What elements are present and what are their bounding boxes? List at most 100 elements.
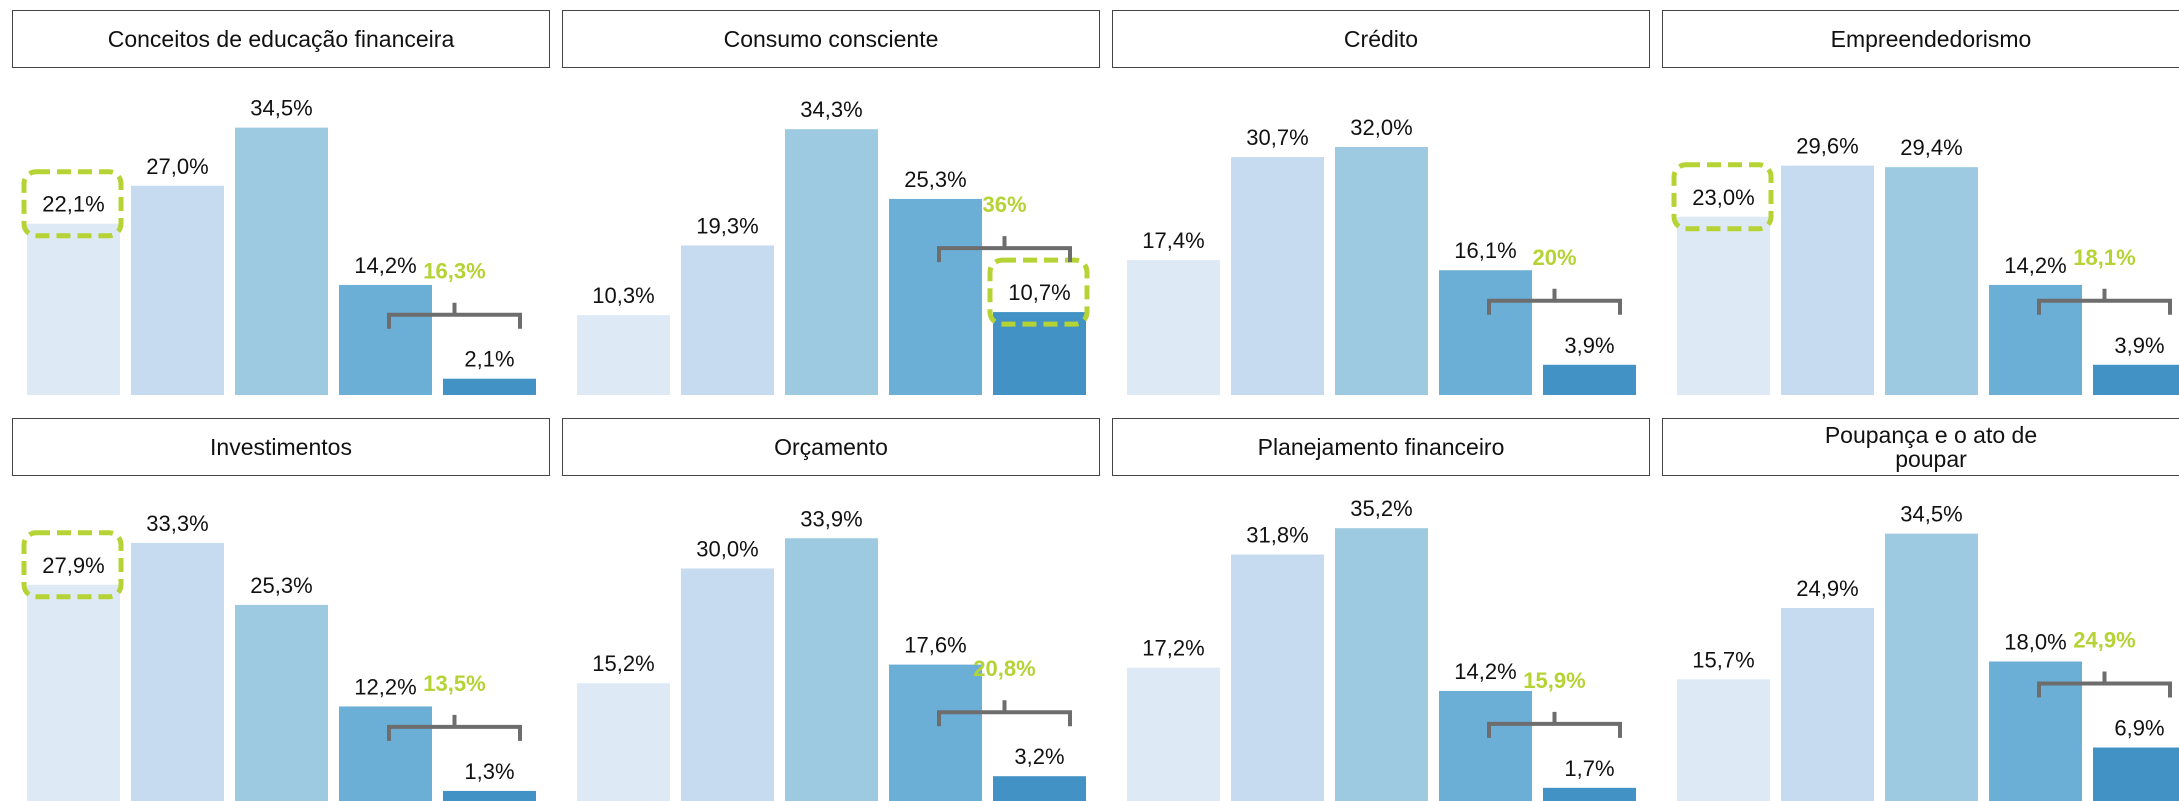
bar [1127, 667, 1220, 801]
bar [785, 538, 878, 801]
bar [1781, 165, 1874, 395]
bar [443, 378, 536, 395]
bar [1543, 364, 1636, 395]
bar [577, 315, 670, 395]
highlight-box [987, 257, 1090, 327]
panel-title: Planejamento financeiro [1112, 418, 1650, 476]
data-label: 27,9% [42, 553, 104, 578]
bar [1677, 679, 1770, 801]
highlight-box [21, 169, 124, 239]
data-label: 17,4% [1142, 228, 1204, 253]
panel-title-text: Investimentos [210, 434, 352, 460]
panel-title: Empreendedorismo [1662, 10, 2179, 68]
data-label: 3,9% [2114, 333, 2164, 358]
panel-title-text: Empreendedorismo [1830, 26, 2032, 52]
bar [681, 245, 774, 395]
bracket [387, 714, 522, 741]
bar [889, 198, 982, 395]
data-label: 32,0% [1350, 115, 1412, 140]
data-label: 24,9% [1796, 576, 1858, 601]
bar [1885, 167, 1978, 395]
sum-annotation: 20% [1532, 245, 1576, 270]
bar [1439, 690, 1532, 801]
data-label: 1,3% [464, 759, 514, 784]
data-label: 1,7% [1564, 756, 1614, 781]
bar [1781, 608, 1874, 801]
sum-annotation: 13,5% [423, 671, 485, 696]
data-label: 30,0% [696, 537, 758, 562]
bar [235, 127, 328, 395]
data-label: 15,2% [592, 651, 654, 676]
bar [1127, 260, 1220, 395]
bracket [1487, 711, 1622, 738]
panel-title-text: Conceitos de educação financeira [107, 26, 455, 52]
bar [131, 542, 224, 801]
bar [1231, 554, 1324, 801]
bracket [1487, 288, 1622, 315]
data-label: 14,2% [1454, 659, 1516, 684]
data-label: 6,9% [2114, 716, 2164, 741]
panel-title-text: Planejamento financeiro [1257, 434, 1505, 460]
bracket [2037, 288, 2172, 315]
bar [681, 568, 774, 801]
data-label: 10,3% [592, 283, 654, 308]
sum-annotation: 20,8% [973, 656, 1035, 681]
panel-title: Investimentos [12, 418, 550, 476]
panel-title-text: Orçamento [774, 434, 888, 460]
data-label: 19,3% [696, 213, 758, 238]
bar [2093, 364, 2179, 395]
bar [339, 706, 432, 801]
bar [1439, 270, 1532, 395]
data-label: 16,1% [1454, 238, 1516, 263]
panel-title: Crédito [1112, 10, 1650, 68]
sum-annotation: 24,9% [2073, 628, 2135, 653]
bar [1335, 147, 1428, 395]
bar [1989, 284, 2082, 395]
bar [889, 664, 982, 801]
data-label: 17,2% [1142, 636, 1204, 661]
data-label: 23,0% [1692, 185, 1754, 210]
panel-title-text: Crédito [1343, 26, 1419, 52]
data-label: 2,1% [464, 347, 514, 372]
bar [577, 683, 670, 801]
data-label: 17,6% [904, 633, 966, 658]
data-label: 27,0% [146, 154, 208, 179]
data-label: 15,7% [1692, 647, 1754, 672]
panel-title: Conceitos de educação financeira [12, 10, 550, 68]
panel-title-text: Poupança e o ato de poupar [1824, 422, 2038, 472]
panel-title-text: Consumo consciente [723, 26, 939, 52]
data-label: 12,2% [354, 674, 416, 699]
data-label: 29,6% [1796, 134, 1858, 159]
data-label: 35,2% [1350, 496, 1412, 521]
data-label: 31,8% [1246, 523, 1308, 548]
sum-annotation: 36% [982, 192, 1026, 217]
bar [27, 584, 120, 801]
highlight-box [21, 530, 124, 600]
bar [1231, 157, 1324, 395]
panel-title: Orçamento [562, 418, 1100, 476]
bar [339, 284, 432, 395]
bracket [937, 700, 1072, 727]
bar [1677, 216, 1770, 395]
panel-title: Consumo consciente [562, 10, 1100, 68]
bar [27, 223, 120, 395]
data-label: 33,3% [146, 511, 208, 536]
data-label: 30,7% [1246, 125, 1308, 150]
bar [1543, 787, 1636, 801]
sum-annotation: 15,9% [1523, 668, 1585, 693]
bracket [937, 236, 1072, 263]
data-label: 18,0% [2004, 630, 2066, 655]
bar [993, 776, 1086, 801]
data-label: 22,1% [42, 192, 104, 217]
data-label: 34,5% [250, 96, 312, 121]
panel-title: Poupança e o ato de poupar [1662, 418, 2179, 476]
sum-annotation: 18,1% [2073, 245, 2135, 270]
bracket [2037, 671, 2172, 698]
bar [235, 604, 328, 801]
data-label: 14,2% [354, 253, 416, 278]
data-label: 25,3% [904, 167, 966, 192]
data-label: 34,5% [1900, 502, 1962, 527]
data-label: 25,3% [250, 573, 312, 598]
